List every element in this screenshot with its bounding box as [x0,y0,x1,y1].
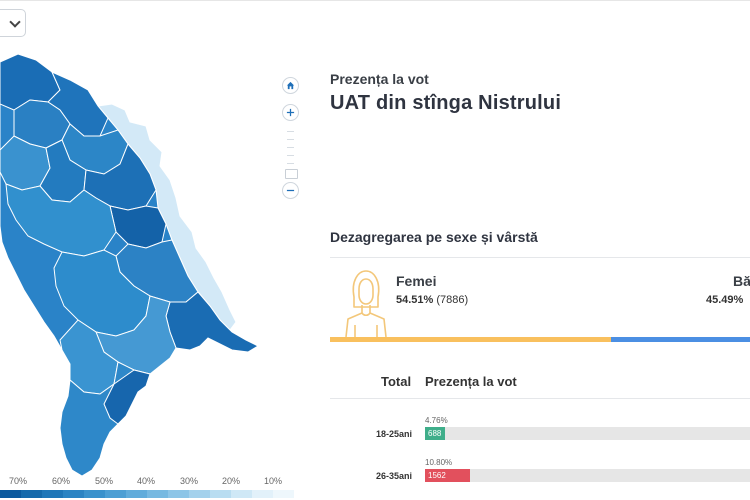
zoom-slider-handle[interactable] [285,169,298,179]
age-row-label: 18-25ani [375,429,412,439]
male-label: Bă [733,273,750,289]
legend-swatch [147,490,168,498]
map-region-center-south[interactable] [5,183,117,257]
age-row-percent: 10.80% [425,458,453,467]
zoom-in-button[interactable] [282,104,299,121]
map-region-far-south[interactable] [103,369,151,425]
legend-label: 70% [9,476,28,486]
section-divider [330,257,750,258]
male-stats: 45.49% [706,294,743,306]
legend-label: 60% [52,476,71,486]
female-avatar-icon [345,270,387,337]
legend-swatch [84,490,105,498]
legend-swatch [105,490,126,498]
zoom-slider-tick [287,147,294,148]
map-region-chisinau[interactable] [109,205,167,249]
female-count: (7886) [436,294,469,306]
chevron-down-icon [9,16,21,28]
age-row-count: 688 [428,429,442,438]
legend-swatch [273,490,294,498]
legend-swatch [0,490,21,498]
age-row-bar[interactable]: 688 [425,427,445,440]
column-header-turnout: Prezența la vot [425,374,517,389]
age-row-percent: 4.76% [425,416,448,425]
page-title: UAT din stînga Nistrului [330,92,562,114]
map-home-button[interactable] [282,77,299,94]
age-row-count: 1562 [428,471,446,480]
legend-label: 20% [222,476,241,486]
zoom-slider-tick [287,131,294,132]
zoom-out-button[interactable] [282,182,299,199]
zoom-slider-tick [287,155,294,156]
gender-bar-male [611,337,750,342]
legend-swatch [42,490,63,498]
section-title-gender: Dezagregarea pe sexe și vârstă [330,229,538,245]
page-subtitle: Prezența la vot [330,71,429,87]
legend-swatch [252,490,273,498]
legend-swatch [126,490,147,498]
legend-label: 50% [95,476,114,486]
zoom-in-icon [286,108,295,117]
legend-swatch [168,490,189,498]
region-select[interactable] [0,9,26,37]
map-legend-colorbar [0,490,294,498]
column-header-total: Total [381,374,412,389]
female-label: Femei [396,273,437,289]
top-divider [0,0,750,1]
legend-label: 30% [180,476,199,486]
female-percent: 54.51% [396,294,434,306]
gender-bar-female [330,337,611,342]
legend-swatch [63,490,84,498]
legend-swatch [189,490,210,498]
zoom-out-icon [286,189,295,192]
gender-split-bar [330,337,750,342]
legend-label: 40% [137,476,156,486]
home-icon [286,81,295,90]
zoom-slider-tick [287,163,294,164]
age-row-track: 1562 [425,469,750,482]
legend-label: 10% [264,476,283,486]
male-percent: 45.49% [706,294,744,306]
age-row-track: 688 [425,427,750,440]
table-divider [330,398,750,399]
age-row-bar[interactable]: 1562 [425,469,470,482]
map-legend-labels: 70% 60% 50% 40% 30% 20% 10% [0,476,310,488]
legend-swatch [21,490,42,498]
turnout-map[interactable] [0,40,315,480]
age-row-label: 26-35ani [375,471,412,481]
zoom-slider-tick [287,139,294,140]
legend-swatch [210,490,231,498]
legend-swatch [231,490,252,498]
female-stats: 54.51% (7886) [396,294,468,306]
